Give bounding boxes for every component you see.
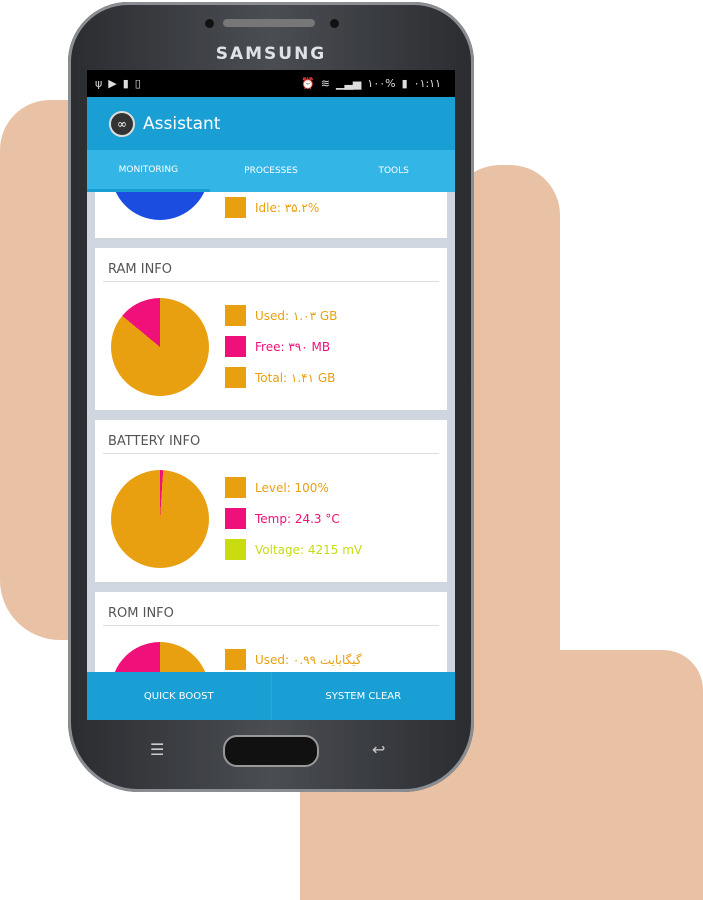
status-bar: ψ ▶ ▮ ▯ ⏰ ≋ ▁▃▅ ۱۰۰% ▮ ۰۱:۱۱	[87, 70, 455, 97]
temp-swatch	[225, 508, 246, 529]
cpu-pie-chart	[111, 192, 209, 220]
tab-monitoring[interactable]: MONITORING	[87, 150, 210, 192]
signal-icon: ▁▃▅	[336, 77, 362, 90]
tab-tools[interactable]: TOOLS	[378, 166, 409, 176]
speaker	[223, 19, 315, 27]
battery-percent: ۱۰۰%	[367, 77, 396, 90]
cpu-idle: Idle: ۳۵.۲%	[255, 200, 320, 215]
app-title: Assistant	[143, 113, 221, 134]
ram-total: Total: ۱.۴۱ GB	[255, 370, 336, 385]
battery-temp: Temp: 24.3 °C	[255, 511, 340, 526]
rom-pie-chart	[111, 642, 209, 672]
screen: ψ ▶ ▮ ▯ ⏰ ≋ ▁▃▅ ۱۰۰% ▮ ۰۱:۱۱ ∞ Assistant MONITOR…	[87, 70, 455, 720]
ram-title: RAM INFO	[103, 248, 439, 282]
tab-processes[interactable]: PROCESSES	[244, 166, 298, 176]
sensor	[330, 19, 339, 28]
app-logo-icon: ∞	[109, 110, 135, 137]
battery-voltage: Voltage: 4215 mV	[255, 542, 363, 557]
phone-icon: ▯	[134, 77, 141, 90]
total-swatch	[225, 367, 246, 388]
ram-used: Used: ۱.۰۳ GB	[255, 308, 338, 323]
battery-icon: ▮	[401, 77, 408, 90]
rom-title: ROM INFO	[103, 592, 439, 626]
wifi-icon: ≋	[320, 77, 331, 90]
used-swatch	[225, 649, 246, 670]
battery-level: Level: 100%	[255, 480, 329, 495]
rom-used: Used: ۰.۹۹ گیگابایت	[255, 652, 362, 667]
content-scroll[interactable]: Idle: ۳۵.۲% RAM INFO Used: ۱.۰۳ GB Free:…	[87, 192, 455, 672]
tab-bar: MONITORING PROCESSES TOOLS	[87, 150, 455, 192]
ram-card: RAM INFO Used: ۱.۰۳ GB Free: ۳۹۰ MB Tota…	[95, 248, 447, 410]
battery-pie-chart	[111, 470, 209, 568]
battery-title: BATTERY INFO	[103, 420, 439, 454]
ram-pie-chart	[111, 298, 209, 396]
battery-saver-icon: ▮	[122, 77, 129, 90]
youtube-icon: ▶	[108, 77, 117, 90]
clock: ۰۱:۱۱	[413, 77, 441, 90]
front-camera	[205, 19, 214, 28]
level-swatch	[225, 477, 246, 498]
usb-icon: ψ	[95, 77, 103, 90]
used-swatch	[225, 305, 246, 326]
quick-boost-button[interactable]: QUICK BOOST	[143, 690, 214, 702]
idle-swatch	[225, 197, 246, 218]
back-key-icon[interactable]: ↩	[372, 740, 386, 759]
menu-key-icon[interactable]: ☰	[150, 740, 165, 759]
alarm-icon: ⏰	[301, 77, 315, 90]
home-button[interactable]	[223, 735, 319, 767]
system-clear-button[interactable]: SYSTEM CLEAR	[270, 672, 456, 720]
brand-logo: SAMSUNG	[215, 44, 327, 64]
app-bar: ∞ Assistant	[87, 97, 455, 150]
free-swatch	[225, 336, 246, 357]
cpu-card: Idle: ۳۵.۲%	[95, 192, 447, 238]
bottom-action-bar: QUICK BOOST SYSTEM CLEAR	[87, 672, 455, 720]
battery-card: BATTERY INFO Level: 100% Temp: 24.3 °C V…	[95, 420, 447, 582]
voltage-swatch	[225, 539, 246, 560]
rom-card: ROM INFO Used: ۰.۹۹ گیگابایت	[95, 592, 447, 672]
ram-free: Free: ۳۹۰ MB	[255, 339, 331, 354]
